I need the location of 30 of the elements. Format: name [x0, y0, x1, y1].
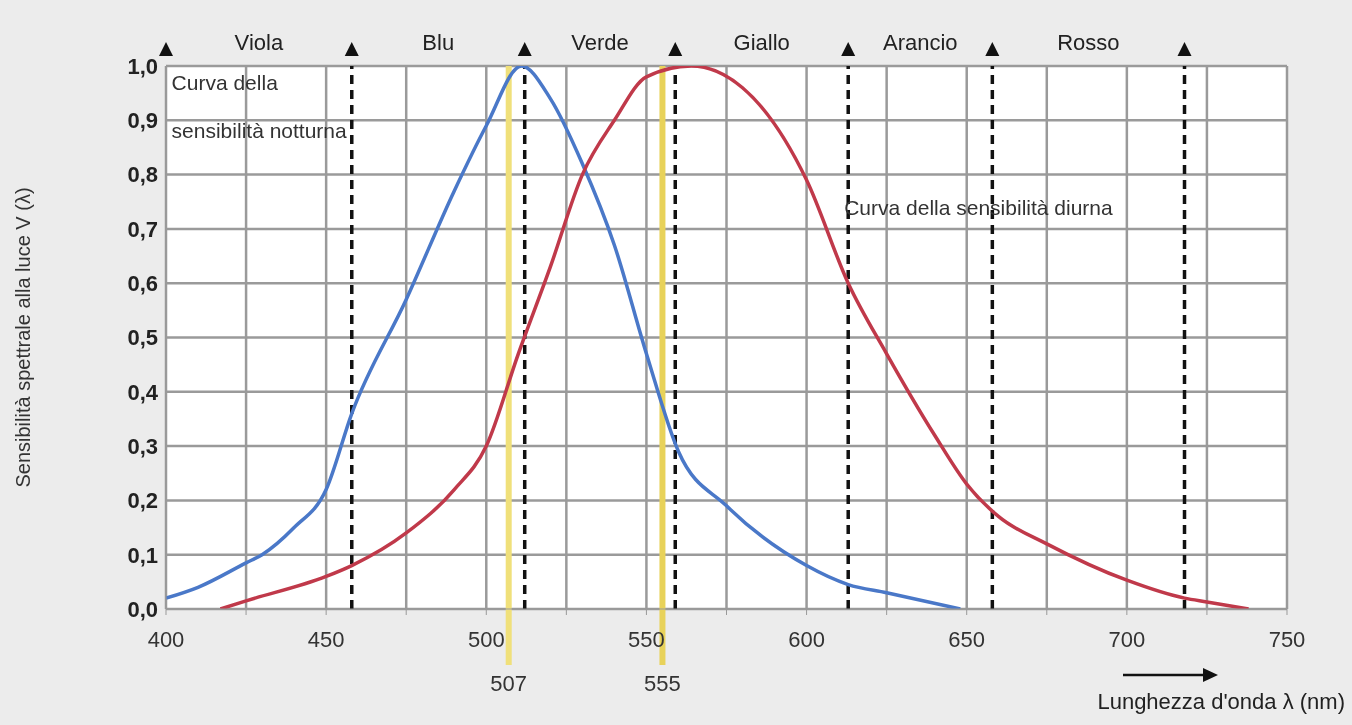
y-tick-label: 0,1 [127, 542, 158, 568]
y-tick-label: 0,4 [127, 379, 159, 405]
annotation: Curva della sensibilità diurna [844, 196, 1113, 220]
y-tick-label: 0,7 [127, 216, 158, 242]
text: Verde [571, 30, 629, 55]
text: Rosso [1057, 30, 1120, 55]
x-tick-label: 450 [307, 626, 345, 652]
annotation: Curva della sensibilità notturna [171, 71, 348, 143]
x-tick-label: 500 [467, 626, 505, 652]
x-tick-label: 400 [147, 626, 185, 652]
text: Viola [234, 30, 284, 55]
y-axis-title: Sensibilità spettrale alla luce V (λ) [12, 187, 34, 488]
y-tick-label: 0,8 [127, 162, 158, 188]
y-tick-label: 1,0 [127, 53, 158, 79]
y-tick-label: 0,9 [127, 108, 158, 134]
ref-line-label: 555 [644, 671, 681, 696]
y-tick-label: 0,3 [127, 433, 158, 459]
x-tick-label: 750 [1268, 626, 1306, 652]
x-axis-title: Lunghezza d'onda λ (nm) [1097, 689, 1345, 714]
ref-line-label: 507 [490, 671, 528, 696]
y-tick-label: 0,6 [127, 271, 158, 297]
x-tick-label: 700 [1108, 626, 1146, 652]
y-tick-label: 0,0 [127, 596, 158, 622]
y-tick-label: 0,2 [127, 488, 158, 514]
y-tick-label: 0,5 [127, 325, 158, 351]
x-tick-label: 650 [948, 626, 986, 652]
x-tick-label: 600 [788, 626, 825, 652]
text: Blu [422, 30, 455, 55]
text: Giallo [733, 30, 790, 55]
text: Arancio [882, 30, 958, 55]
